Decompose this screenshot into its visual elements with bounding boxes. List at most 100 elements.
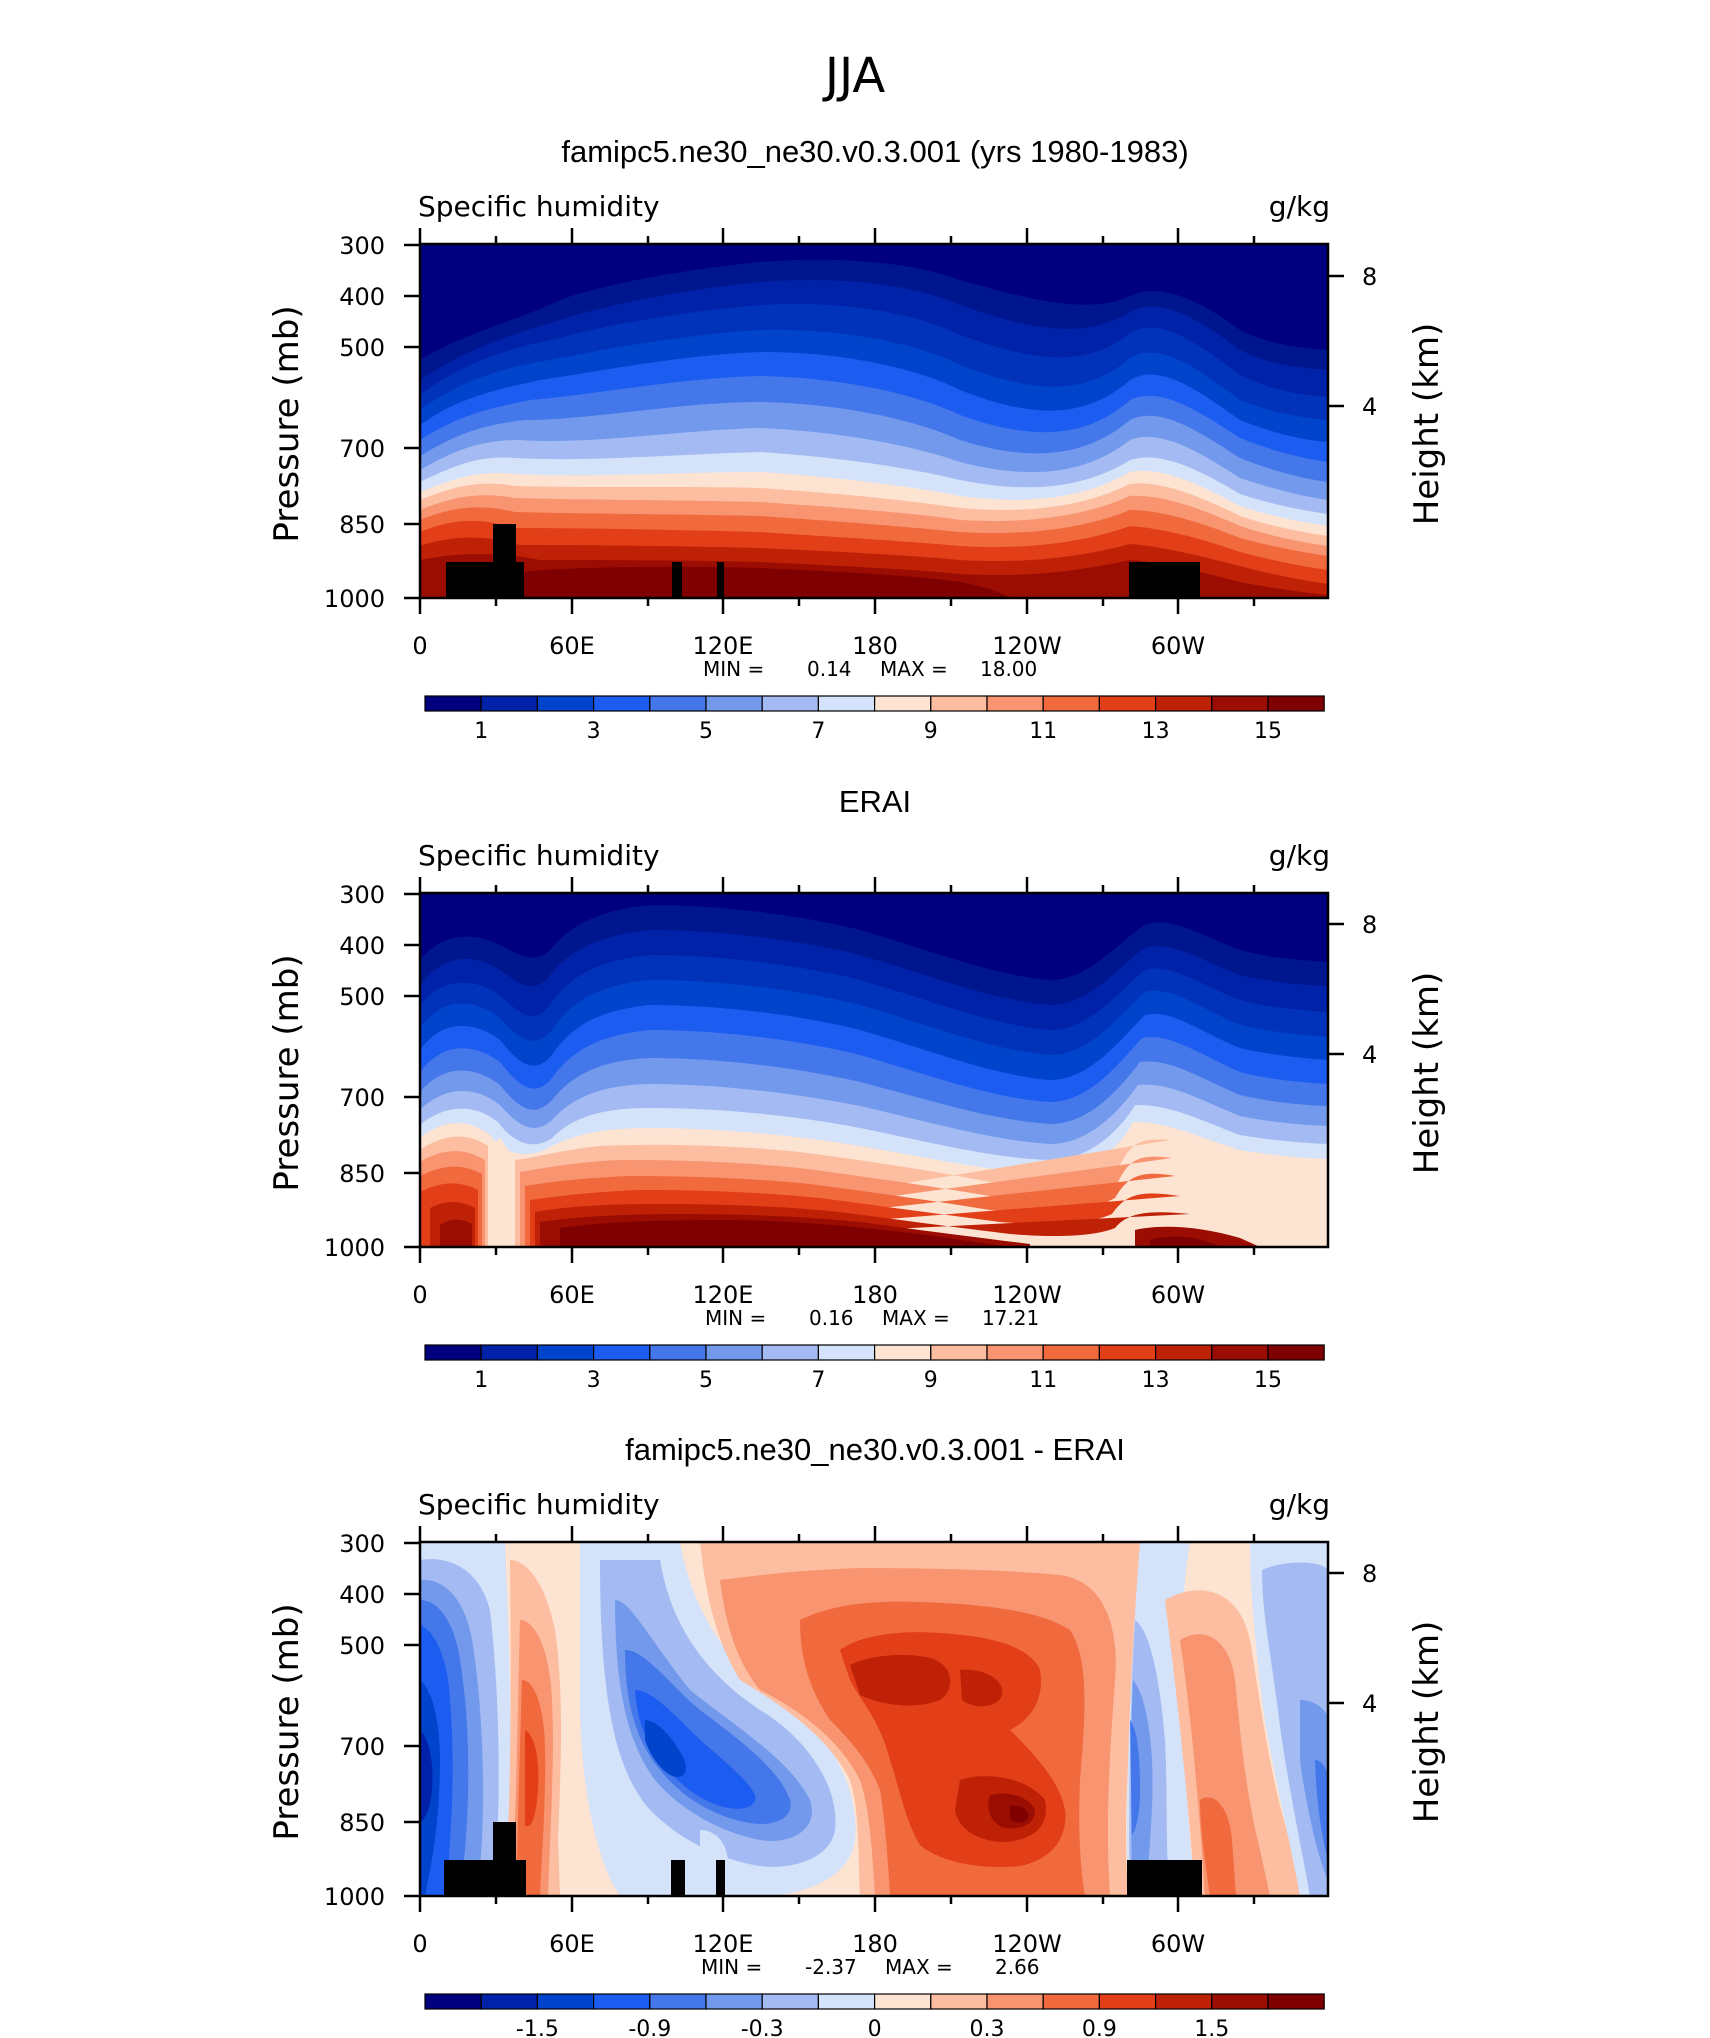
colorbar-box xyxy=(930,1344,988,1361)
max-label: MAX = xyxy=(880,657,948,681)
y-axis-right xyxy=(1328,274,1344,408)
colorbar-box xyxy=(592,695,651,712)
terrain-mask xyxy=(446,524,1200,598)
panel-title: ERAI xyxy=(839,784,911,819)
neg-west-7 xyxy=(420,1730,433,1822)
neg-fareast-4 xyxy=(1315,1760,1328,1860)
ytick-right-8: 8 xyxy=(1362,911,1377,939)
colorbar-label: 5 xyxy=(699,1368,713,1393)
colorbar-box xyxy=(649,1344,707,1361)
min-max-line: MIN = 0.14 MAX = 18.00 xyxy=(703,657,1037,681)
colorbar-box xyxy=(705,1344,763,1361)
min-label: MIN = xyxy=(705,1306,766,1330)
ytick-right-4: 4 xyxy=(1362,1690,1377,1718)
ytick-700: 700 xyxy=(339,1733,385,1761)
max-value: 17.21 xyxy=(982,1306,1039,1330)
colorbar-label: 0 xyxy=(868,2017,882,2038)
colorbar-box xyxy=(592,1344,651,1361)
colorbar-box xyxy=(536,695,595,712)
ytick-400: 400 xyxy=(339,932,385,960)
colorbar-box xyxy=(930,1993,988,2010)
colorbar-label: 9 xyxy=(924,719,938,744)
xtick-60W: 60W xyxy=(1151,1930,1205,1958)
colorbar: -1.5 -0.9 -0.3 0 0.3 0.9 1.5 xyxy=(424,1993,1325,2038)
contour-field xyxy=(420,893,1328,1247)
level-18 xyxy=(520,566,1010,598)
ytick-400: 400 xyxy=(339,1581,385,1609)
colorbar-label: 0.9 xyxy=(1082,2017,1117,2038)
colorbar-box xyxy=(424,695,482,712)
ytick-850: 850 xyxy=(339,511,385,539)
ytick-700: 700 xyxy=(339,1084,385,1112)
max-label: MAX = xyxy=(885,1955,953,1979)
panel-obs: ERAI Specific humidity g/kg xyxy=(267,784,1447,1393)
colorbar-box xyxy=(1098,1993,1157,2010)
colorbar-label: 9 xyxy=(924,1368,938,1393)
y-axis-right xyxy=(1328,1571,1344,1705)
colorbar-label: 1.5 xyxy=(1194,2017,1229,2038)
xtick-60W: 60W xyxy=(1151,1281,1205,1309)
colorbar-box xyxy=(1267,1993,1325,2010)
max-label: MAX = xyxy=(882,1306,950,1330)
ytick-400: 400 xyxy=(339,283,385,311)
min-value: 0.16 xyxy=(809,1306,854,1330)
panel-title: famipc5.ne30_ne30.v0.3.001 (yrs 1980-198… xyxy=(561,134,1188,169)
xtick-0: 0 xyxy=(412,632,427,660)
ytick-700: 700 xyxy=(339,435,385,463)
y-axis-label: Pressure (mb) xyxy=(267,305,307,542)
colorbar-label: 13 xyxy=(1142,1368,1170,1393)
colorbar-box xyxy=(536,1993,595,2010)
colorbar-box xyxy=(986,1344,1044,1361)
xtick-60W: 60W xyxy=(1151,632,1205,660)
colorbar-box xyxy=(592,1993,651,2010)
colorbar-box xyxy=(649,695,707,712)
neg-central-5 xyxy=(635,1690,756,1809)
xtick-120W: 120W xyxy=(992,1930,1062,1958)
colorbar-label: 13 xyxy=(1142,719,1170,744)
y-axis-label-right: Height (km) xyxy=(1407,1621,1447,1824)
contour-field xyxy=(420,244,1328,598)
colorbar-box xyxy=(1042,695,1100,712)
xtick-60E: 60E xyxy=(549,1930,595,1958)
variable-label: Specific humidity xyxy=(418,1488,660,1521)
colorbar-box xyxy=(1098,1344,1157,1361)
panel-title: famipc5.ne30_ne30.v0.3.001 - ERAI xyxy=(625,1432,1125,1467)
min-value: 0.14 xyxy=(807,657,852,681)
colorbar-box xyxy=(1211,695,1269,712)
x-axis-ticks xyxy=(418,228,1256,614)
colorbar-box xyxy=(1211,1993,1269,2010)
xtick-120W: 120W xyxy=(992,632,1062,660)
colorbar-label: 3 xyxy=(587,1368,601,1393)
xtick-120E: 120E xyxy=(693,1281,754,1309)
units-label: g/kg xyxy=(1269,190,1330,223)
x-axis-ticks xyxy=(418,877,1256,1263)
colorbar-box xyxy=(1211,1344,1269,1361)
colorbar-box xyxy=(761,1344,820,1361)
y-axis-left xyxy=(404,892,420,1249)
xtick-180: 180 xyxy=(852,632,898,660)
xtick-180: 180 xyxy=(852,1281,898,1309)
colorbar-box xyxy=(873,1344,932,1361)
colorbar-box xyxy=(761,1993,820,2010)
colorbar-box xyxy=(424,1993,482,2010)
colorbar-label: 0.3 xyxy=(970,2017,1005,2038)
ytick-1000: 1000 xyxy=(324,1234,385,1262)
ytick-300: 300 xyxy=(339,881,385,909)
colorbar-label: 7 xyxy=(811,719,825,744)
colorbar-label: 1 xyxy=(474,719,488,744)
level-18 xyxy=(560,1220,1220,1247)
colorbar-label: -0.9 xyxy=(628,2017,671,2038)
y-axis-left xyxy=(404,1541,420,1898)
neg-central-6 xyxy=(645,1720,686,1777)
colorbar-box xyxy=(424,1344,482,1361)
figure-title: JJA xyxy=(822,48,885,104)
y-axis-left xyxy=(404,243,420,600)
colorbar-box xyxy=(873,1993,932,2010)
min-max-line: MIN = -2.37 MAX = 2.66 xyxy=(701,1955,1040,1979)
neg-central-4 xyxy=(625,1650,791,1824)
y-axis-label: Pressure (mb) xyxy=(267,1603,307,1840)
colorbar-box xyxy=(1154,1993,1213,2010)
colorbar-label: -1.5 xyxy=(516,2017,559,2038)
colorbar-box xyxy=(1154,695,1213,712)
units-label: g/kg xyxy=(1269,839,1330,872)
